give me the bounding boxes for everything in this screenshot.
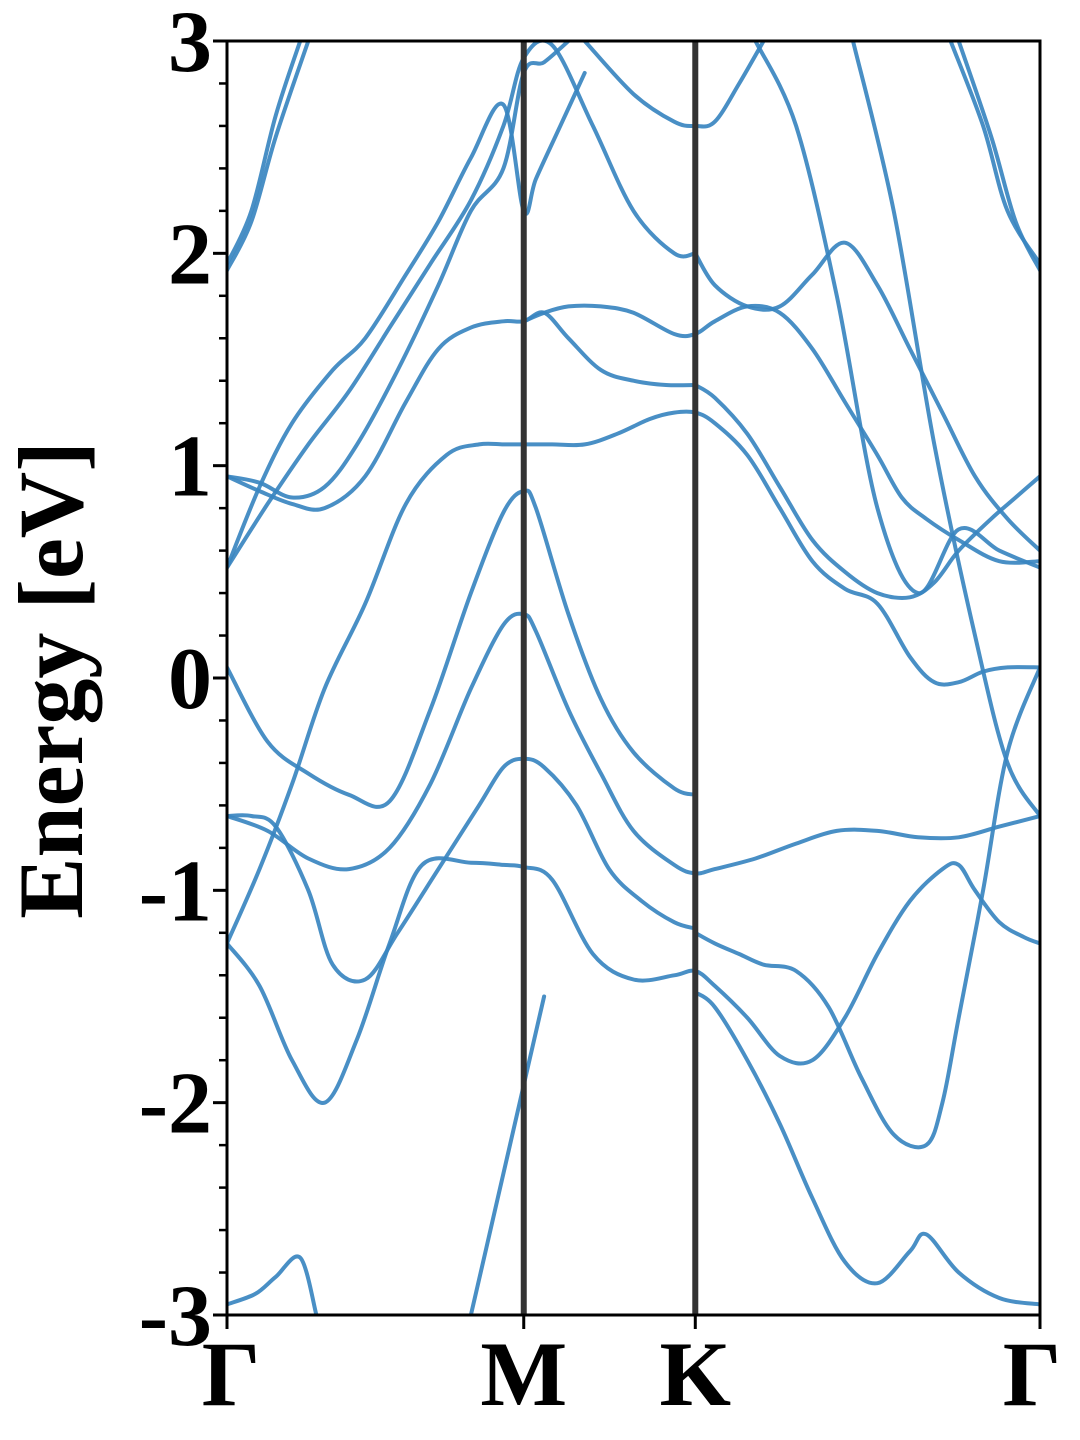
band-1 (227, 1254, 319, 1315)
band-curves (227, 41, 1040, 1315)
x-tick-label: K (660, 1323, 732, 1425)
y-tick-label: 0 (168, 631, 212, 728)
band-7 (693, 665, 1040, 1150)
band-21 (851, 41, 1040, 818)
band-11 (227, 310, 698, 512)
band-24 (468, 994, 547, 1315)
y-tick-label: 2 (168, 206, 212, 303)
y-tick-label: -2 (139, 1056, 212, 1153)
y-tick-label: -1 (139, 843, 212, 940)
high-symmetry-dividers (520, 41, 699, 1315)
band-4 (227, 488, 698, 809)
band-8 (227, 441, 526, 946)
band-19 (227, 41, 311, 273)
band-20 (753, 41, 1040, 596)
plot-frame (225, 39, 1042, 1317)
x-tick-label: M (480, 1323, 567, 1425)
band-14 (693, 240, 1040, 553)
band-10 (521, 303, 1040, 565)
band-18 (227, 41, 303, 266)
band-9 (521, 409, 1040, 687)
y-axis-title: Energy [eV] (0, 441, 102, 919)
band-23 (956, 41, 1040, 273)
y-tick-label: 3 (168, 0, 212, 91)
band-3 (227, 756, 698, 984)
band-2 (227, 856, 1040, 1105)
band-12 (693, 383, 1040, 600)
y-axis-ticks: -3 -2 -1 0 1 2 3 (139, 0, 227, 1365)
band-17 (582, 41, 766, 129)
band-13 (227, 41, 698, 570)
y-tick-label: -3 (139, 1268, 212, 1365)
x-tick-label: Γ (1003, 1323, 1062, 1425)
y-tick-label: 1 (168, 419, 212, 516)
band-15 (227, 70, 587, 570)
band-5 (227, 611, 1040, 876)
x-tick-label: Γ (202, 1323, 261, 1425)
band-6 (693, 990, 1040, 1307)
